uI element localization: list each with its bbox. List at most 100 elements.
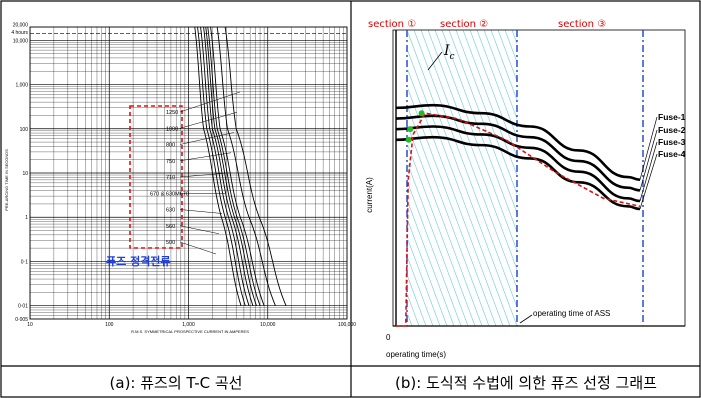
hatch-line (413, 30, 517, 309)
hatch-line (420, 30, 517, 290)
hatch-line (680, 30, 701, 326)
hatch-line (218, 30, 328, 326)
hatch-line (427, 30, 517, 271)
hatch-line (659, 30, 701, 326)
hatch-line (554, 30, 664, 326)
hatch-line (408, 107, 490, 326)
leader-line (179, 152, 232, 161)
tc-x-label: R.M.S. SYMMETRICAL PROSPECTIVE CURRENT I… (131, 329, 249, 334)
hatch-line (582, 30, 692, 326)
hatch-line (281, 30, 391, 326)
hatch-line (519, 30, 629, 326)
y-tick-label: 100 (20, 127, 29, 133)
intersection-marker (407, 126, 414, 133)
tc-x-ticks: 10 100 1,000 10,000 100,000 (27, 322, 356, 328)
x-tick-label: 10 (27, 322, 33, 328)
fuse-curve (395, 135, 641, 211)
leader-line (179, 209, 223, 214)
y-tick-label: 0·01 (18, 304, 28, 310)
hatch-line (652, 30, 701, 326)
hatch-line (408, 125, 483, 326)
fuse-label-leader (639, 153, 658, 210)
operating-time-label: operating time(s) (386, 350, 446, 359)
hatch-line (288, 30, 398, 326)
hatch-line (448, 30, 517, 214)
hatch-line (476, 30, 517, 139)
ic-pointer (427, 51, 443, 71)
hatch-line (408, 88, 497, 326)
y-tick-label: 20,000 (13, 23, 29, 29)
hatch-line (408, 163, 469, 326)
hatch-line (408, 257, 434, 326)
tc-curve (203, 27, 254, 306)
fuse-label: Fuse-3 (658, 137, 686, 147)
right-panel: section ① section ② section ③ Ic Fuse-1F… (204, 19, 701, 359)
hatch-line (408, 201, 455, 326)
tc-curve (210, 27, 265, 306)
origin-label: 0 (386, 333, 391, 342)
ass-pointer (519, 314, 533, 324)
hatch-line (490, 30, 517, 101)
fuse-labels: Fuse-1 Fuse-2 Fuse-3 Fuse-4 (639, 112, 686, 210)
hatch-line (204, 30, 314, 326)
tc-curve (205, 27, 257, 306)
rating-label: 800 (166, 143, 175, 149)
ass-label: operating time of ASS (533, 309, 610, 318)
tc-curve (197, 27, 246, 306)
fuse-label: Fuse-4 (658, 149, 686, 159)
hatch-line (408, 144, 476, 326)
hatch-line (408, 182, 462, 326)
y-tick-label: 10,000 (13, 38, 29, 44)
section-3-label: section ③ (558, 19, 606, 30)
section-2-hatching (204, 30, 701, 326)
rating-label: 750 (166, 159, 175, 165)
leader-line (179, 132, 235, 145)
hatch-line (408, 295, 420, 326)
hatch-line (408, 69, 504, 326)
hatch-line (441, 30, 517, 233)
ic-label: Ic (443, 43, 455, 62)
y-tick-label: 0·1 (21, 259, 28, 265)
y-tick-label: 10 (22, 171, 28, 177)
hatch-line (462, 30, 517, 177)
x-tick-label: 100 (105, 322, 114, 328)
rating-label: 1250 (166, 110, 178, 116)
fuse-label: Fuse-2 (658, 125, 686, 135)
hatch-line (526, 30, 636, 326)
hatch-line (603, 30, 701, 326)
hatch-line (246, 30, 356, 326)
fuse-curve (395, 114, 641, 192)
rating-label: 710 (166, 175, 175, 181)
hatch-line (253, 30, 363, 326)
hatch-line (568, 30, 678, 326)
hatch-line (666, 30, 701, 326)
intersection-marker (405, 136, 412, 143)
hatch-line (408, 50, 511, 326)
intersection-marker (418, 110, 425, 117)
ic-label-base: I (443, 43, 450, 59)
rating-label: 560 (166, 224, 175, 230)
tc-y-label: PRE-ARCING TIME IN SECONDS (4, 149, 9, 211)
section-2-label: section ② (440, 19, 488, 30)
y-tick-label: 4 hours (11, 30, 28, 36)
y-tick-label: 1,000 (15, 83, 28, 89)
rating-label: 670 & 630M670 (150, 191, 189, 197)
tc-curve (194, 27, 242, 306)
hatch-line (638, 30, 701, 326)
hatch-line (211, 30, 321, 326)
tc-curves (194, 27, 287, 306)
hatch-line (260, 30, 370, 326)
hatch-line (225, 30, 335, 326)
rating-label: 500 (166, 240, 175, 246)
tc-curve (224, 27, 287, 306)
leader-line (179, 172, 229, 178)
tc-curve (200, 27, 250, 306)
fuse-curve (395, 103, 641, 181)
leader-line (179, 112, 238, 129)
y-tick-label: 1 (25, 215, 28, 221)
leader-line (179, 241, 217, 255)
graph-frame (392, 29, 686, 327)
hatch-line (561, 30, 671, 326)
